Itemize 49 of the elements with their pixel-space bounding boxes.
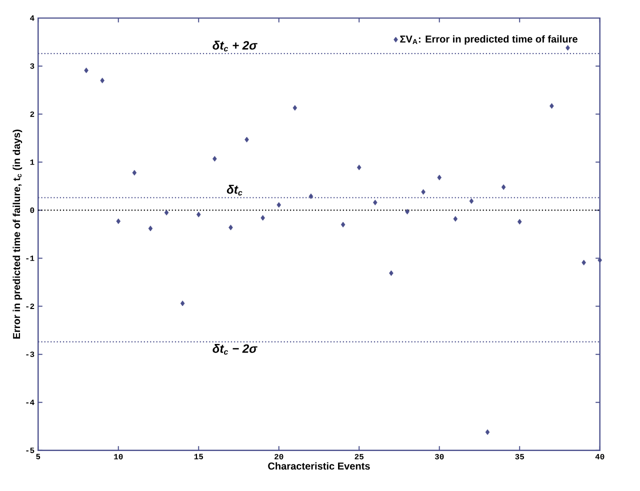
x-tick-label: 30 [434, 454, 444, 460]
point [180, 300, 185, 306]
y-tick-label: 4 [30, 16, 34, 21]
point [84, 68, 88, 74]
x-axis-title: Characteristic Events [268, 462, 370, 470]
y-tick-label: -2 [26, 304, 34, 310]
point [260, 215, 265, 221]
x-tick-label: 35 [515, 454, 524, 460]
ref-line-label: δt$_{c}$ − 2σ [212, 344, 258, 355]
point [421, 189, 426, 195]
y-tick-label: -1 [26, 256, 34, 262]
point [132, 170, 137, 176]
point [469, 198, 474, 204]
legend-label: ΣV$_{A}$: Error in predicted time of failure [400, 35, 578, 45]
point [196, 212, 201, 218]
point [116, 218, 121, 224]
x-tick-label: 40 [595, 454, 604, 460]
point [244, 137, 249, 143]
y-tick-label: 0 [30, 208, 34, 214]
point [566, 45, 570, 51]
ref-line-label: δt$_{c}$ + 2σ [212, 41, 258, 52]
point [517, 219, 522, 225]
y-tick-label: 2 [30, 112, 34, 118]
point [405, 209, 410, 215]
y-tick-label: -5 [26, 448, 34, 454]
y-tick-label: 3 [30, 64, 34, 70]
point [356, 164, 362, 170]
point [437, 174, 442, 181]
point [212, 156, 217, 162]
x-tick-label: 15 [194, 454, 204, 460]
x-tick-label: 20 [274, 454, 284, 460]
x-tick-label: 5 [36, 454, 40, 460]
point [164, 210, 169, 216]
point [308, 194, 314, 200]
y-tick-label: 1 [30, 160, 34, 166]
point [148, 226, 153, 232]
point [389, 270, 394, 276]
ref-line-label: δt$_{c}$ [226, 185, 242, 196]
y-axis-title: Error in predicted time of failure, t$_{c}$ (in days) [12, 130, 22, 339]
point [340, 222, 346, 228]
point [292, 105, 298, 111]
x-tick-label: 10 [114, 454, 123, 460]
y-tick-label: -3 [26, 352, 34, 358]
y-tick-label: -4 [26, 400, 34, 406]
point [485, 430, 490, 436]
x-tick-label: 25 [354, 454, 364, 460]
point [276, 202, 282, 208]
point [453, 216, 458, 222]
point [501, 184, 506, 190]
